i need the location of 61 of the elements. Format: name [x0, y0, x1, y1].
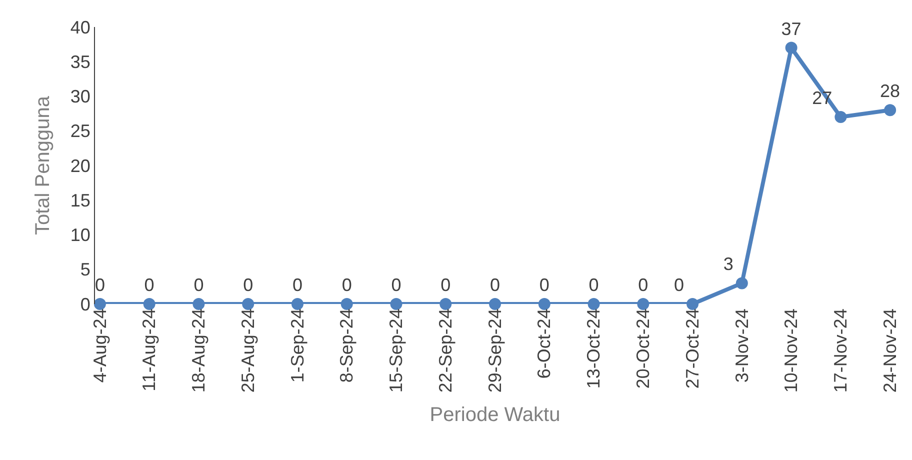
point [94, 298, 106, 310]
x-axis-title: Periode Waktu [430, 404, 560, 426]
point [736, 277, 748, 290]
data-label: 0 [674, 275, 684, 295]
point [785, 42, 798, 54]
point [884, 104, 896, 116]
point [588, 298, 600, 310]
data-label: 28 [880, 81, 900, 102]
x-tick-label: 20-Oct-24 [633, 308, 653, 389]
data-label: 0 [391, 275, 402, 295]
data-label: 0 [342, 275, 352, 295]
point [637, 298, 650, 310]
data-label: 0 [94, 275, 105, 295]
data-label: 0 [490, 275, 500, 295]
y-tick-label: 10 [70, 225, 90, 246]
y-tick-label: 20 [70, 156, 90, 176]
x-tick-label: 10-Nov-24 [781, 308, 802, 393]
x-tick-label: 4-Aug-24 [90, 308, 110, 383]
x-tick-label: 25-Aug-24 [238, 308, 258, 393]
y-tick-label: 15 [70, 190, 90, 210]
data-label: 0 [243, 275, 254, 295]
data-label: 3 [723, 254, 734, 274]
point [291, 298, 304, 310]
x-tick-label: 24-Nov-24 [880, 308, 900, 393]
point [834, 111, 847, 124]
point [340, 298, 353, 310]
point [686, 298, 699, 310]
point [192, 298, 205, 310]
x-tick-label: 15-Sep-24 [386, 308, 406, 393]
y-tick-label: 5 [80, 260, 90, 280]
point [390, 298, 402, 310]
x-tick-label: 11-Aug-24 [139, 308, 160, 392]
x-tick-label: 27-Oct-24 [682, 308, 702, 389]
data-label: 0 [144, 275, 154, 295]
data-label: 0 [539, 275, 550, 295]
point [242, 298, 254, 310]
point [538, 298, 550, 310]
x-tick-label: 22-Sep-24 [435, 308, 456, 393]
point [143, 298, 156, 310]
data-label: 37 [781, 18, 802, 39]
y-tick-label: 30 [70, 86, 90, 107]
x-tick-label: 8-Sep-24 [336, 308, 357, 383]
x-tick-label: 17-Nov-24 [830, 308, 851, 393]
data-label: 0 [588, 275, 599, 295]
y-tick-label: 40 [70, 17, 90, 38]
x-tick-label: 1-Sep-24 [287, 308, 308, 383]
x-tick-label: 13-Oct-24 [584, 308, 604, 389]
x-tick-label: 6-Oct-24 [534, 308, 554, 379]
x-tick-label: 3-Nov-24 [732, 308, 752, 383]
y-tick-label: 0 [80, 294, 90, 314]
point [489, 298, 501, 310]
y-tick-label: 25 [70, 121, 90, 142]
data-label: 0 [292, 275, 302, 295]
x-tick-label: 18-Aug-24 [188, 308, 209, 393]
y-axis-title: Total Pengguna [32, 95, 54, 236]
data-label: 0 [194, 275, 204, 295]
x-tick-label: 29-Sep-24 [484, 308, 505, 393]
data-label: 0 [440, 275, 451, 295]
y-tick-label: 35 [70, 52, 90, 72]
point [440, 298, 452, 310]
data-label: 0 [638, 275, 648, 295]
